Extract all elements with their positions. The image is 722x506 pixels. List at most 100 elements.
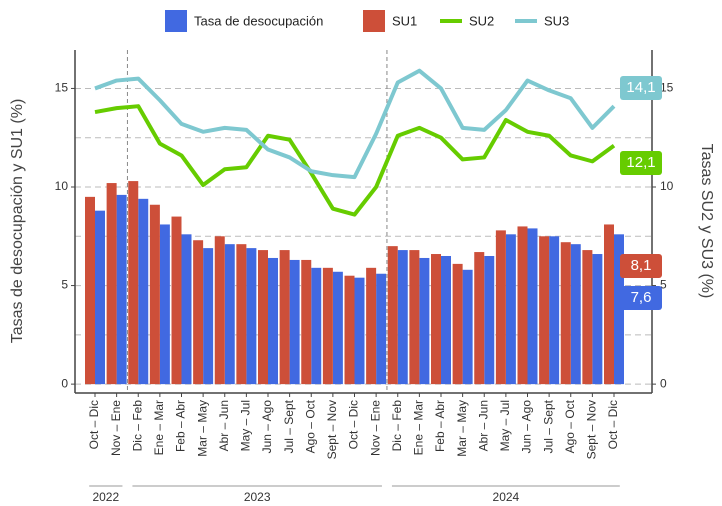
x-tick-label: Jul – Sept xyxy=(541,399,555,453)
x-tick-label: Jul – Sept xyxy=(282,399,296,453)
bar xyxy=(376,273,387,385)
bar xyxy=(397,250,408,385)
x-tick-label: Ago – Oct xyxy=(563,399,577,453)
bar xyxy=(441,255,451,385)
bar xyxy=(193,240,204,385)
x-tick-label: Nov – Ene xyxy=(368,400,382,456)
x-tick-label: Mar – May xyxy=(455,400,469,457)
bar xyxy=(246,248,257,385)
x-tick-label: Sept – Nov xyxy=(585,400,599,459)
end-label: 7,6 xyxy=(631,289,652,306)
group-label: 2023 xyxy=(244,490,271,504)
line xyxy=(94,68,616,180)
bar xyxy=(431,254,441,385)
x-tick-label: Ene – Mar xyxy=(412,400,426,455)
bar xyxy=(106,183,117,385)
y2-tick-label: 15 xyxy=(660,81,674,95)
x-tick-label: Ago – Oct xyxy=(303,399,317,453)
bar xyxy=(128,181,139,385)
bar xyxy=(279,250,290,385)
bar xyxy=(214,236,225,385)
x-tick-label: Oct – Dic xyxy=(606,400,620,449)
bar xyxy=(268,257,278,385)
bar xyxy=(85,196,95,385)
x-tick-label: Jun – Ago xyxy=(260,400,274,454)
y-tick-label: 10 xyxy=(55,179,69,193)
bar xyxy=(570,244,581,385)
bar xyxy=(236,244,247,385)
x-tick-label: May – Jul xyxy=(498,400,512,451)
end-label: 12,1 xyxy=(626,154,655,171)
bar xyxy=(409,250,420,385)
bar xyxy=(539,236,550,385)
bar xyxy=(452,263,463,385)
x-tick-label: Dic – Feb xyxy=(390,400,404,452)
line xyxy=(94,104,616,217)
legend-swatch xyxy=(165,10,187,32)
bar xyxy=(366,267,377,385)
x-tick-label: Oct – Dic xyxy=(347,400,361,449)
bar xyxy=(332,271,343,385)
bar xyxy=(322,267,333,385)
bar xyxy=(517,226,528,385)
bar xyxy=(419,257,430,385)
x-tick-label: Sept – Nov xyxy=(325,400,339,459)
bar xyxy=(582,250,593,385)
y-tick-label: 0 xyxy=(61,376,68,390)
bar xyxy=(311,267,322,385)
bar xyxy=(258,250,268,385)
x-tick-label: Oct – Dic xyxy=(87,400,101,449)
y2-tick-label: 0 xyxy=(660,376,667,390)
bar xyxy=(495,230,506,385)
legend-label: SU1 xyxy=(392,13,417,28)
bar xyxy=(301,259,312,385)
x-tick-label: May – Jul xyxy=(239,400,253,451)
bar xyxy=(138,198,149,385)
y-tick-label: 15 xyxy=(55,81,69,95)
end-label-box xyxy=(620,76,662,100)
bar xyxy=(387,246,398,385)
legend-label: SU2 xyxy=(469,13,494,28)
bar xyxy=(604,224,614,385)
bar xyxy=(95,210,105,385)
bar xyxy=(560,242,571,385)
bar xyxy=(505,234,516,385)
bar xyxy=(289,259,300,385)
end-label-box xyxy=(620,286,662,310)
bar xyxy=(549,236,560,385)
y2-axis-label: Tasas SU2 y SU3 (%) xyxy=(698,144,715,299)
bar xyxy=(203,248,214,385)
bar xyxy=(224,244,235,385)
legend-label: SU3 xyxy=(544,13,569,28)
bar xyxy=(354,277,365,385)
end-label: 8,1 xyxy=(631,257,652,274)
bar xyxy=(484,255,495,385)
bar xyxy=(116,194,127,385)
x-tick-label: Jun – Ago xyxy=(520,400,534,454)
bar xyxy=(592,254,603,385)
bar xyxy=(149,204,160,385)
bar xyxy=(527,228,538,385)
x-tick-label: Dic – Feb xyxy=(130,400,144,452)
x-tick-label: Abr – Jun xyxy=(476,400,490,451)
y2-tick-label: 10 xyxy=(660,179,674,193)
bar xyxy=(171,216,182,385)
x-tick-label: Feb – Abr xyxy=(174,400,188,452)
x-tick-label: Feb – Abr xyxy=(433,400,447,452)
bar xyxy=(462,269,473,385)
y2-tick-label: 5 xyxy=(660,278,667,292)
bar xyxy=(474,252,485,385)
end-label: 14,1 xyxy=(626,79,655,96)
bar xyxy=(181,234,192,385)
x-tick-label: Nov – Ene xyxy=(109,400,123,456)
group-label: 2024 xyxy=(493,490,520,504)
end-label-box xyxy=(620,254,662,278)
x-tick-label: Abr – Jun xyxy=(217,400,231,451)
bar xyxy=(614,234,624,385)
group-label: 2022 xyxy=(92,490,119,504)
legend-swatch xyxy=(363,10,385,32)
y-tick-label: 5 xyxy=(61,278,68,292)
bar xyxy=(344,275,355,385)
